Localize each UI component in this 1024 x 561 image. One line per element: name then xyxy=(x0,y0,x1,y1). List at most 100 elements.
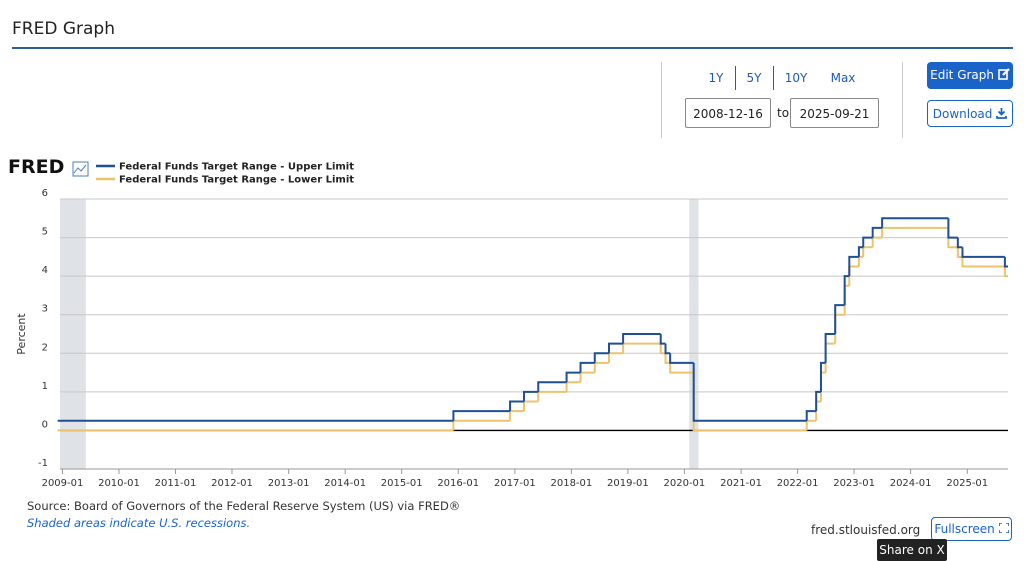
line-step xyxy=(664,343,671,355)
line-step xyxy=(834,313,845,344)
line-step xyxy=(871,226,883,238)
line-step xyxy=(862,246,873,257)
x-tick-label: 2014-01 xyxy=(324,478,366,489)
line-step xyxy=(961,247,1005,258)
x-tick-label: 2024-01 xyxy=(890,478,932,489)
site-link[interactable]: fred.stlouisfed.org xyxy=(811,523,921,537)
line-step xyxy=(824,342,836,373)
line-step xyxy=(452,410,511,421)
x-tick-label: 2022-01 xyxy=(777,478,819,489)
tooltip: Share on X xyxy=(877,539,947,561)
line-step xyxy=(579,361,595,373)
fullscreen-button[interactable]: Fullscreen xyxy=(931,517,1012,541)
x-tick-label: 2019-01 xyxy=(607,478,649,489)
x-tick-label: 2010-01 xyxy=(98,478,140,489)
line-step xyxy=(669,362,694,374)
x-tick-label: 2016-01 xyxy=(437,478,479,489)
source-note: Source: Board of Governors of the Federa… xyxy=(27,499,461,513)
y-tick-label: 6 xyxy=(42,188,48,199)
logo: FRED xyxy=(8,156,64,178)
line-step xyxy=(692,391,807,432)
legend-label: Federal Funds Target Range - Lower Limit xyxy=(119,175,354,186)
line-step xyxy=(805,410,817,421)
line-step xyxy=(881,217,949,228)
y-axis-label: Percent xyxy=(15,313,28,355)
line-step xyxy=(857,246,864,257)
line-step xyxy=(947,218,958,239)
line-step xyxy=(664,353,671,364)
y-tick-label: -1 xyxy=(38,458,48,469)
line-step xyxy=(608,352,624,363)
line-step xyxy=(579,371,595,383)
y-tick-label: 2 xyxy=(42,342,48,353)
line-step xyxy=(622,333,661,344)
range-link[interactable]: Max xyxy=(830,71,856,85)
download-button[interactable]: Download xyxy=(927,100,1013,127)
end-date[interactable]: 2025-09-21 xyxy=(790,98,879,128)
x-tick-label: 2017-01 xyxy=(494,478,536,489)
line-step xyxy=(523,390,539,402)
y-tick-label: 1 xyxy=(42,381,48,392)
divider xyxy=(661,62,662,138)
line-step xyxy=(593,361,610,373)
line-step xyxy=(565,381,581,392)
line-step xyxy=(537,381,567,392)
page-title: FRED Graph xyxy=(12,19,115,39)
line-step xyxy=(1003,266,1008,278)
edit-button[interactable]: Edit Graph xyxy=(927,62,1013,89)
line-step xyxy=(622,342,661,354)
line-step xyxy=(961,256,1005,268)
y-tick-label: 0 xyxy=(42,419,48,430)
recession-note: Shaded areas indicate U.S. recessions. xyxy=(27,516,251,530)
line-step xyxy=(956,237,963,249)
to-label: to xyxy=(777,106,790,120)
x-tick-label: 2023-01 xyxy=(833,478,875,489)
chart: FRED Federal Funds Target Range - Upper L… xyxy=(8,156,1008,489)
range-link[interactable]: 10Y xyxy=(784,71,808,85)
line-step xyxy=(871,236,883,248)
edit-label: Edit Graph xyxy=(930,68,995,82)
line-step xyxy=(805,419,817,431)
x-tick-label: 2015-01 xyxy=(381,478,423,489)
line-step xyxy=(819,361,826,392)
line-step xyxy=(1003,256,1008,268)
line-step xyxy=(608,342,624,354)
line-step xyxy=(692,382,807,422)
line-step xyxy=(659,343,666,355)
line-step xyxy=(843,275,850,306)
y-tick-label: 4 xyxy=(42,265,48,276)
x-tick-label: 2011-01 xyxy=(155,478,197,489)
start-date[interactable]: 2008-12-16 xyxy=(685,98,771,128)
x-tick-label: 2020-01 xyxy=(664,478,706,489)
edit-icon xyxy=(998,68,1010,80)
x-tick-label: 2021-01 xyxy=(720,478,762,489)
line-step xyxy=(669,353,694,364)
line-step xyxy=(834,304,845,334)
line-step xyxy=(659,334,666,345)
separator xyxy=(735,66,736,90)
fullscreen-label: Fullscreen xyxy=(934,522,995,536)
x-tick-label: 2018-01 xyxy=(550,478,592,489)
range-link[interactable]: 1Y xyxy=(708,71,724,85)
x-tick-label: 2025-01 xyxy=(946,478,988,489)
line-step xyxy=(881,226,949,238)
range-link[interactable]: 5Y xyxy=(746,71,762,85)
line-step xyxy=(815,390,821,412)
line-step xyxy=(565,371,581,383)
line-step xyxy=(862,236,873,248)
fullscreen-icon xyxy=(997,522,1010,534)
line-step xyxy=(537,390,567,402)
legend-label: Federal Funds Target Range - Upper Limit xyxy=(119,162,354,173)
line-step xyxy=(452,419,511,431)
line-step xyxy=(848,255,859,277)
download-icon xyxy=(996,108,1008,119)
x-tick-label: 2012-01 xyxy=(211,478,253,489)
x-tick-label: 2013-01 xyxy=(268,478,310,489)
x-tick-label: 2009-01 xyxy=(42,478,84,489)
download-label: Download xyxy=(932,107,993,121)
line-step xyxy=(523,400,539,412)
divider xyxy=(902,62,903,138)
y-tick-label: 5 xyxy=(42,227,48,238)
